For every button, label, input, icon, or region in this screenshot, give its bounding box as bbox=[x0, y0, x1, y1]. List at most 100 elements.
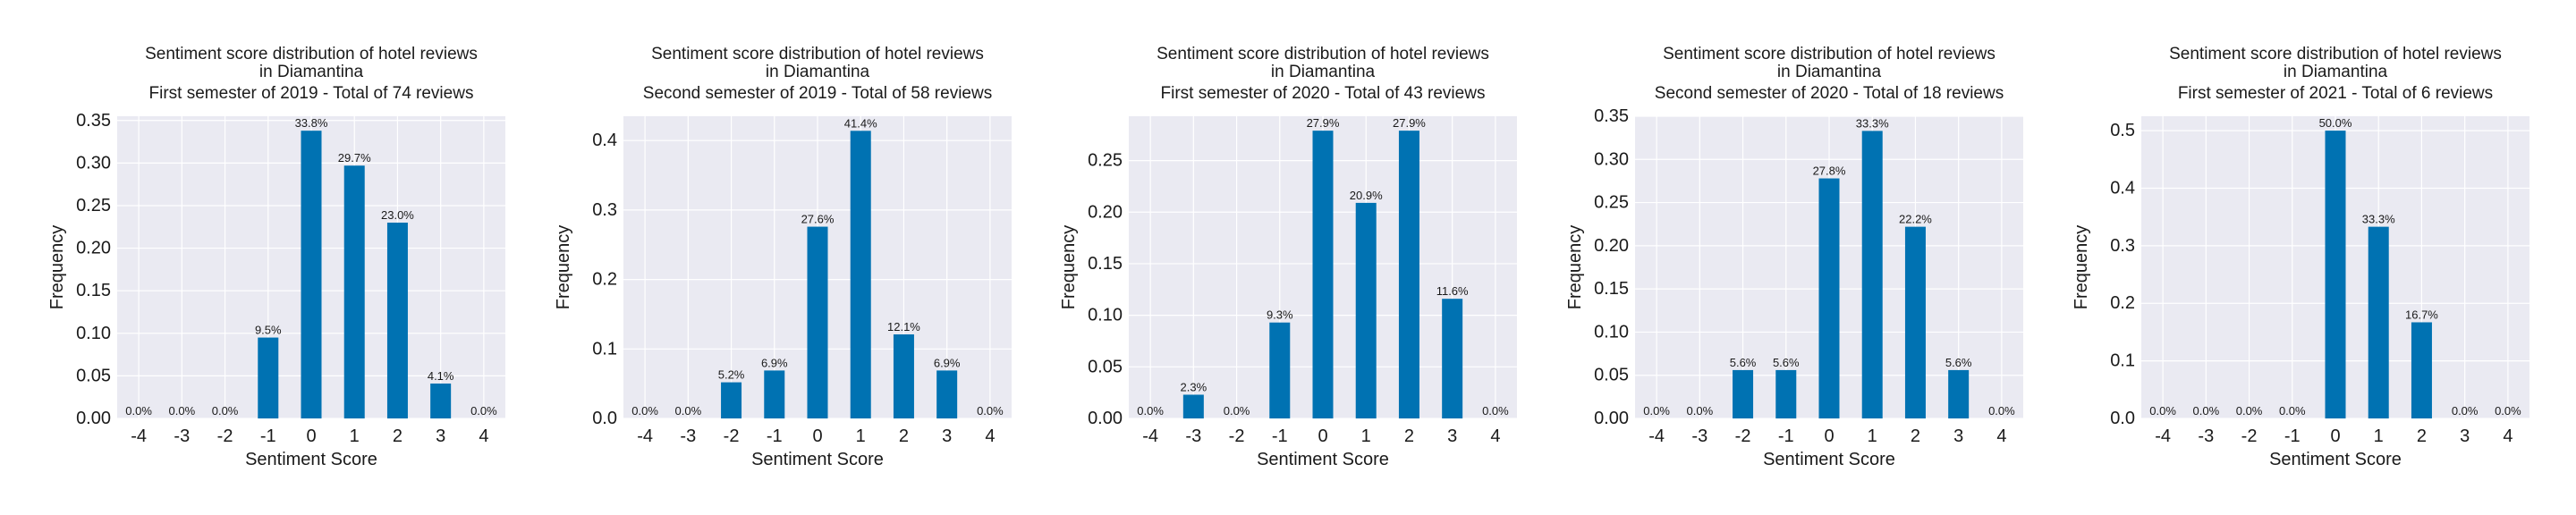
y-tick-label: 0.2 bbox=[592, 270, 617, 290]
y-axis-label: Frequency bbox=[1565, 225, 1585, 310]
bar bbox=[430, 383, 452, 418]
bar-data-label: 0.0% bbox=[977, 404, 1004, 418]
y-axis-label: Frequency bbox=[2072, 225, 2091, 310]
chart-title-line: Sentiment score distribution of hotel re… bbox=[145, 45, 478, 63]
x-tick-label: 3 bbox=[1447, 426, 1457, 446]
x-tick-label: 1 bbox=[350, 426, 360, 446]
x-tick-label: -4 bbox=[131, 426, 147, 446]
y-tick-label: 0.0 bbox=[592, 409, 617, 428]
bar bbox=[386, 223, 408, 418]
bar-data-label: 5.6% bbox=[1730, 356, 1757, 369]
bar-data-label: 0.0% bbox=[1687, 404, 1714, 418]
chart-5: 0.0 0.1 0.2 0.3 0.4 0.5 -4 -3 -2 -1 0 1 2 3 4 0.0% 0.0% 0… bbox=[2072, 45, 2529, 469]
x-tick-label: 1 bbox=[2374, 426, 2384, 446]
bar-data-label: 27.9% bbox=[1393, 116, 1426, 130]
y-tick-label: 0.25 bbox=[1088, 151, 1123, 171]
bar bbox=[764, 370, 785, 418]
bar-data-label: 20.9% bbox=[1350, 189, 1383, 202]
y-tick-label: 0.35 bbox=[76, 111, 111, 131]
bar bbox=[1861, 131, 1883, 418]
y-tick-label: 0.10 bbox=[76, 324, 111, 343]
x-tick-label: -1 bbox=[767, 426, 783, 446]
chart-1: 0.00 0.05 0.10 0.15 0.20 0.25 0.30 0.35 -4 -3 -2 -1… bbox=[47, 45, 505, 469]
bar-data-label: 33.8% bbox=[295, 116, 328, 130]
x-axis-label: Sentiment Score bbox=[1763, 450, 1895, 469]
bar bbox=[2368, 226, 2389, 418]
x-tick-label: 3 bbox=[942, 426, 952, 446]
bar-data-label: 22.2% bbox=[1899, 213, 1932, 226]
bar-data-label: 23.0% bbox=[381, 208, 414, 222]
chart-title-line: Sentiment score distribution of hotel re… bbox=[2169, 45, 2502, 63]
x-tick-label: -3 bbox=[174, 426, 190, 446]
bar-data-label: 0.0% bbox=[2452, 404, 2479, 418]
x-tick-label: -2 bbox=[1229, 426, 1245, 446]
x-tick-label: 4 bbox=[1490, 426, 1500, 446]
x-tick-label: -2 bbox=[217, 426, 233, 446]
y-tick-label: 0.05 bbox=[1594, 366, 1629, 385]
bar-data-label: 6.9% bbox=[761, 356, 788, 369]
x-tick-label: 4 bbox=[985, 426, 995, 446]
y-tick-label: 0.00 bbox=[1594, 409, 1629, 428]
chart-4: 0.00 0.05 0.10 0.15 0.20 0.25 0.30 0.35 -4 -3 -2 -1… bbox=[1565, 45, 2023, 469]
y-tick-label: 0.0 bbox=[2110, 409, 2135, 428]
bar-data-label: 5.6% bbox=[1945, 356, 1972, 369]
bar bbox=[893, 333, 914, 418]
x-tick-label: 2 bbox=[2417, 426, 2427, 446]
bar-data-label: 12.1% bbox=[887, 320, 920, 333]
bar bbox=[258, 337, 279, 418]
bar-data-label: 0.0% bbox=[1224, 404, 1250, 418]
x-axis-label: Sentiment Score bbox=[1257, 450, 1389, 469]
y-tick-label: 0.30 bbox=[76, 153, 111, 173]
bar-data-label: 33.3% bbox=[1856, 116, 1889, 130]
bar bbox=[1355, 202, 1377, 418]
bar-data-label: 29.7% bbox=[338, 151, 371, 165]
bar-data-label: 9.3% bbox=[1267, 308, 1293, 322]
bar bbox=[936, 370, 958, 418]
x-tick-label: 0 bbox=[306, 426, 316, 446]
y-tick-label: 0.00 bbox=[1088, 409, 1123, 428]
y-tick-label: 0.3 bbox=[2110, 236, 2135, 256]
bar bbox=[1269, 322, 1291, 418]
chart-title-line: Second semester of 2019 - Total of 58 re… bbox=[643, 84, 992, 103]
x-tick-label: -4 bbox=[2155, 426, 2171, 446]
x-tick-label: 3 bbox=[1953, 426, 1963, 446]
chart-title-line: First semester of 2021 - Total of 6 revi… bbox=[2178, 84, 2493, 103]
x-tick-label: 2 bbox=[393, 426, 402, 446]
y-tick-label: 0.10 bbox=[1088, 306, 1123, 325]
x-tick-label: 1 bbox=[1361, 426, 1371, 446]
x-tick-label: -3 bbox=[1691, 426, 1707, 446]
bar bbox=[1948, 369, 1970, 418]
x-tick-label: -3 bbox=[680, 426, 696, 446]
x-axis-label: Sentiment Score bbox=[245, 450, 377, 469]
bar-data-label: 5.2% bbox=[718, 368, 745, 382]
y-tick-label: 0.30 bbox=[1594, 149, 1629, 169]
bar bbox=[1818, 178, 1840, 418]
y-tick-label: 0.1 bbox=[2110, 351, 2135, 371]
bar-data-label: 16.7% bbox=[2405, 308, 2438, 321]
y-tick-label: 0.15 bbox=[76, 281, 111, 300]
bar-data-label: 2.3% bbox=[1181, 380, 1208, 393]
bar bbox=[850, 131, 871, 418]
x-tick-label: 0 bbox=[2330, 426, 2340, 446]
x-tick-label: 2 bbox=[899, 426, 909, 446]
bar-data-label: 0.0% bbox=[169, 404, 196, 418]
bar-data-label: 0.0% bbox=[2193, 404, 2220, 418]
y-tick-label: 0.20 bbox=[1088, 202, 1123, 222]
x-axis-label: Sentiment Score bbox=[2269, 450, 2402, 469]
bar-data-label: 5.6% bbox=[1773, 356, 1800, 369]
bar bbox=[1182, 394, 1204, 418]
bar bbox=[1398, 131, 1419, 418]
y-tick-label: 0.15 bbox=[1594, 279, 1629, 299]
x-axis-label: Sentiment Score bbox=[751, 450, 884, 469]
y-tick-label: 0.5 bbox=[2110, 121, 2135, 140]
bar-data-label: 27.9% bbox=[1307, 116, 1340, 130]
x-tick-label: 3 bbox=[2460, 426, 2470, 446]
x-tick-label: 4 bbox=[479, 426, 488, 446]
bar bbox=[1904, 226, 1926, 418]
bar-data-label: 0.0% bbox=[1643, 404, 1670, 418]
x-tick-label: -2 bbox=[1735, 426, 1751, 446]
chart-title-line: Sentiment score distribution of hotel re… bbox=[1663, 45, 1996, 63]
chart-title-line: in Diamantina bbox=[259, 63, 364, 81]
x-tick-label: 0 bbox=[1824, 426, 1834, 446]
